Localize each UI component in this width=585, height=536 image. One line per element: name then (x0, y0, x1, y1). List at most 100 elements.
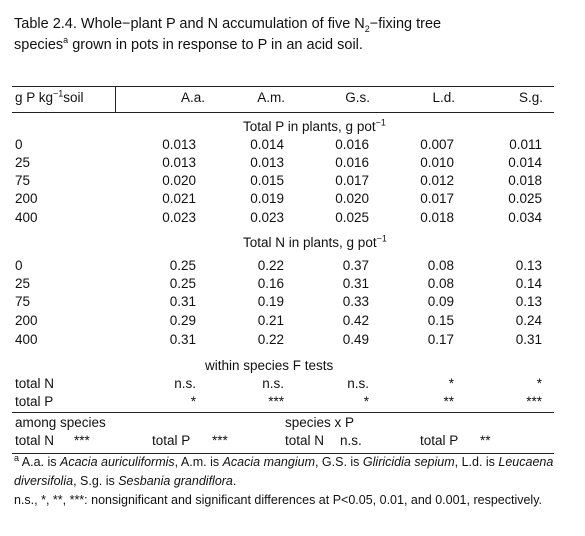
cell: 0.013 (162, 137, 196, 152)
cell: 0.22 (257, 332, 284, 347)
title-text: species (14, 37, 64, 53)
stub-text: soil (63, 90, 84, 105)
cell: 0.31 (169, 294, 196, 309)
footnote-text: A.a. is (19, 455, 61, 469)
rule (12, 86, 554, 87)
cell: * (448, 376, 454, 391)
significance: ** (480, 433, 491, 448)
cell: 0.08 (427, 258, 454, 273)
cell: 0.42 (342, 313, 369, 328)
label: total P (152, 433, 191, 448)
cell: 0.017 (335, 173, 369, 188)
table-title: Table 2.4. Whole−plant P and N accumulat… (14, 14, 574, 56)
title-superscript: a (63, 35, 69, 46)
row-label: 0 (15, 258, 23, 273)
cell: n.s. (262, 376, 284, 391)
stub-header: g P kg−1soil (15, 89, 84, 107)
row-label: 400 (15, 332, 38, 347)
row-label: total P (15, 394, 54, 409)
species-name: Leucaena diversifolia (14, 455, 554, 488)
column-header: A.m. (257, 90, 285, 105)
cell: 0.31 (515, 332, 542, 347)
footnote: a A.a. is Acacia auriculiformis, A.m. is… (14, 453, 574, 491)
section-heading: Total P in plants, g pot−1 (243, 118, 386, 136)
cell: 0.013 (250, 155, 284, 170)
cell: 0.13 (515, 294, 542, 309)
cell: 0.034 (508, 210, 542, 225)
cell: 0.25 (169, 276, 196, 291)
row-label: 400 (15, 210, 38, 225)
cell: 0.016 (335, 155, 369, 170)
row-label: total N (15, 376, 55, 391)
interaction-heading: species x P (285, 415, 355, 430)
cell: 0.010 (420, 155, 454, 170)
heading-text: Total N in plants, g pot (243, 235, 377, 250)
cell: 0.023 (250, 210, 284, 225)
cell: 0.16 (257, 276, 284, 291)
stub-text: g P kg (15, 90, 54, 105)
cell: 0.37 (342, 258, 369, 273)
rule (12, 112, 554, 113)
footnote-text: . (232, 474, 237, 488)
cell: 0.019 (250, 191, 284, 206)
cell: * (536, 376, 542, 391)
column-header: G.s. (345, 90, 370, 105)
row-label: 200 (15, 313, 38, 328)
column-header: L.d. (432, 90, 455, 105)
species-name: Sesbania grandiflora (118, 474, 233, 488)
heading-superscript: −1 (375, 117, 386, 128)
stub-superscript: −1 (53, 88, 64, 99)
cell: 0.023 (162, 210, 196, 225)
cell: *** (526, 394, 542, 409)
cell: 0.17 (427, 332, 454, 347)
cell: n.s. (347, 376, 369, 391)
cell: 0.018 (420, 210, 454, 225)
cell: 0.014 (508, 155, 542, 170)
cell: 0.31 (169, 332, 196, 347)
column-header: S.g. (518, 90, 543, 105)
footnote-text: , L.d. is (454, 455, 499, 469)
cell: 0.017 (420, 191, 454, 206)
cell: 0.08 (427, 276, 454, 291)
title-text: Table 2.4. Whole−plant P and N accumulat… (14, 16, 365, 32)
cell: 0.09 (427, 294, 454, 309)
label: total P (420, 433, 459, 448)
footnote-text: , A.m. is (174, 455, 223, 469)
title-text: −fixing tree (369, 16, 442, 32)
cell: 0.020 (335, 191, 369, 206)
title-subscript: 2 (364, 23, 370, 34)
section-heading: Total N in plants, g pot−1 (243, 234, 387, 252)
row-label: 75 (15, 294, 31, 309)
cell: 0.33 (342, 294, 369, 309)
species-name: Acacia mangium (222, 455, 315, 469)
cell: 0.021 (162, 191, 196, 206)
cell: ** (443, 394, 454, 409)
cell: 0.24 (515, 313, 542, 328)
row-label: 25 (15, 155, 31, 170)
heading-text: Total P in plants, g pot (243, 119, 376, 134)
cell: 0.29 (169, 313, 196, 328)
cell: * (363, 394, 369, 409)
cell: 0.013 (162, 155, 196, 170)
cell: 0.19 (257, 294, 284, 309)
cell: 0.025 (508, 191, 542, 206)
label: total N (15, 433, 55, 448)
species-name: Acacia auriculiformis (60, 455, 175, 469)
cell: 0.016 (335, 137, 369, 152)
cell: 0.014 (250, 137, 284, 152)
significance-note: n.s., *, **, ***: nonsignificant and sig… (14, 493, 542, 507)
cell: 0.15 (427, 313, 454, 328)
significance: *** (74, 433, 90, 448)
cell: 0.012 (420, 173, 454, 188)
row-label: 75 (15, 173, 31, 188)
label: total N (285, 433, 325, 448)
cell: 0.007 (420, 137, 454, 152)
row-label: 25 (15, 276, 31, 291)
cell: n.s. (174, 376, 196, 391)
footnote-marker: a (14, 452, 20, 463)
significance: *** (212, 433, 228, 448)
cell: 0.21 (257, 313, 284, 328)
title-text: grown in pots in response to P in an aci… (68, 37, 363, 53)
significance: n.s. (340, 433, 362, 448)
